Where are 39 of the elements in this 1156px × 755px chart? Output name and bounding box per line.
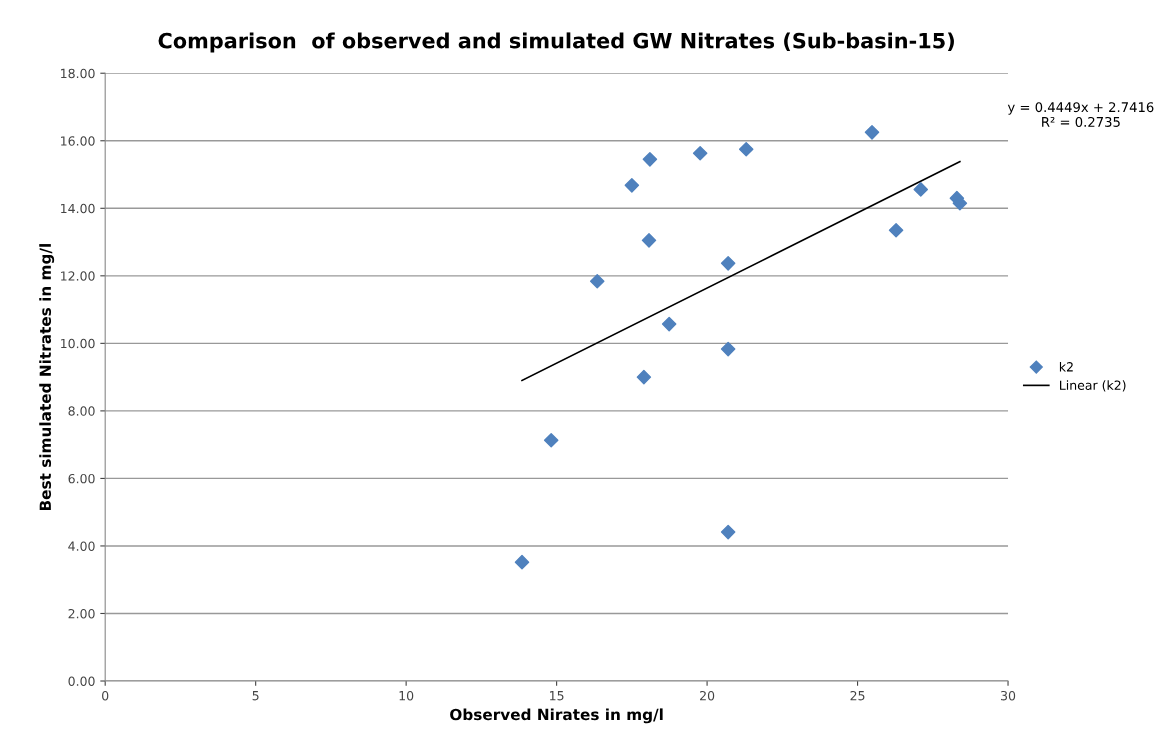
y-tick-label: 2.00 xyxy=(68,608,95,619)
x-tick-label: 5 xyxy=(252,691,259,701)
y-axis-title: Best simulated Nitrates in mg/l xyxy=(39,244,55,511)
point xyxy=(661,316,677,332)
x-tick-label: 25 xyxy=(850,690,865,701)
point xyxy=(642,152,658,167)
point xyxy=(514,554,530,570)
y-tick-label: 0.00 xyxy=(68,676,95,686)
y-tick-label: 4.00 xyxy=(68,541,95,551)
point xyxy=(589,273,605,289)
y-tick-label: 10.00 xyxy=(61,338,95,349)
point xyxy=(641,233,657,248)
point xyxy=(720,341,736,357)
legend-label: k2 xyxy=(1059,361,1073,372)
chart-title: Comparison of observed and simulated GW Nitrates (Sub-basin-15) xyxy=(158,32,954,53)
x-tick-label: 30 xyxy=(1001,690,1016,701)
annotation: y = 0.4449x + 2.7416 R² = 0.2735 xyxy=(1007,102,1154,127)
point xyxy=(720,256,736,271)
point xyxy=(692,145,708,161)
point xyxy=(738,141,754,157)
point xyxy=(888,222,904,238)
point xyxy=(864,125,880,140)
x-tick-label: 10 xyxy=(399,690,414,701)
y-tick-label: 6.00 xyxy=(68,473,95,484)
y-tick-label: 12.00 xyxy=(61,271,95,281)
x-axis-title: Observed Nirates in mg/l xyxy=(450,708,663,724)
y-tick-label: 16.00 xyxy=(61,136,95,146)
point xyxy=(624,178,640,193)
legend-label: Linear (k2) xyxy=(1060,380,1126,392)
x-tick-label: 15 xyxy=(550,691,564,701)
x-tick-label: 0 xyxy=(102,690,109,701)
y-tick-label: 8.00 xyxy=(68,406,95,416)
y-tick-label: 18.00 xyxy=(61,68,95,79)
point xyxy=(913,182,929,197)
y-tick-label: 14.00 xyxy=(61,203,95,214)
point xyxy=(720,524,736,540)
x-tick-label: 20 xyxy=(700,690,715,701)
point xyxy=(543,432,559,448)
point xyxy=(636,369,652,385)
